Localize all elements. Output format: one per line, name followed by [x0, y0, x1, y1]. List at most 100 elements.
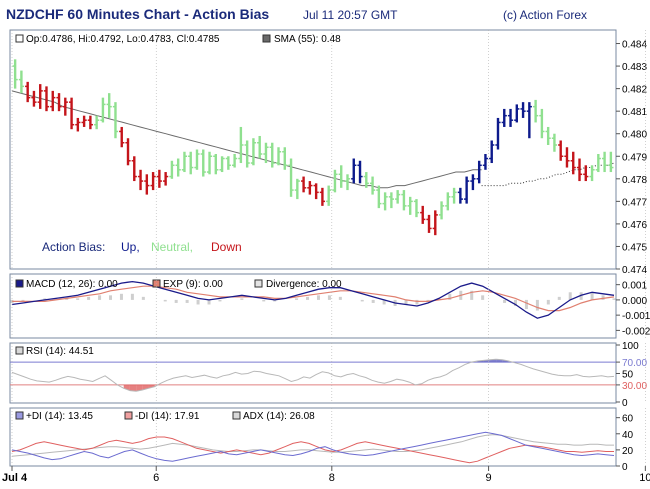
ohlc-bar [269, 142, 275, 168]
sma-legend-swatch [262, 34, 271, 43]
ohlc-bar [457, 187, 463, 204]
macd-line [11, 280, 615, 319]
adx-legend-swatch [232, 411, 241, 420]
price-y-tick-label: 0.484 [622, 40, 647, 51]
action-bias-down: Down [211, 240, 242, 254]
ohlc-bar [43, 86, 50, 112]
price-panel: 0.474 0.475 0.476 0.477 0.478 0.479 0.480 0.481… [9, 29, 647, 276]
ohlc-bar [401, 190, 407, 211]
ohlc-bar [507, 108, 514, 127]
ohlc-bar [175, 158, 181, 177]
ohlc-bar [313, 183, 319, 200]
ohlc-bar [12, 59, 18, 89]
ohlc-bar [407, 196, 413, 215]
ohlc-bar [482, 154, 489, 170]
ohlc-bar [137, 169, 144, 191]
price-y-tick-label: 0.481 [622, 107, 647, 118]
ohlc-bar [50, 90, 56, 112]
ohlc-bar [357, 160, 363, 184]
dmi-y-tick-label: 60 [622, 414, 634, 425]
ohlc-bar [163, 172, 169, 186]
minus-di-legend: -DI (14): 17.91 [135, 411, 200, 422]
rsi-oversold-fill [123, 384, 130, 391]
x-tick-label: 8 [329, 472, 335, 484]
ohlc-bar [56, 93, 62, 112]
ohlc-bar [570, 151, 576, 175]
ohlc-bar [62, 97, 68, 116]
ohlc-bar [238, 126, 244, 164]
price-y-tick-label: 0.480 [622, 130, 647, 141]
ohlc-bar [332, 169, 338, 193]
ohlc-bar [539, 108, 545, 139]
ohlc-bar [388, 192, 394, 209]
price-y-tick-label: 0.476 [622, 220, 647, 231]
ohlc-bar [344, 174, 351, 191]
ohlc-bar [551, 133, 558, 152]
rsi-legend: RSI (14): 44.51 [26, 346, 94, 357]
chart-header: NZDCHF 60 Minutes Chart - Action Bias Ju… [0, 0, 650, 28]
ohlc-bar [150, 172, 156, 191]
chart-title: NZDCHF 60 Minutes Chart - Action Bias [6, 6, 270, 22]
ohlc-bar [37, 84, 43, 109]
price-y-tick-label: 0.477 [622, 197, 647, 208]
adx-legend: ADX (14): 26.08 [243, 411, 315, 422]
ohlc-bar [213, 154, 219, 175]
ohlc-bar [100, 97, 106, 123]
action-bias-neutral: Neutral, [151, 240, 193, 254]
ohlc-bar [451, 187, 457, 204]
ohlc-bar [608, 151, 614, 173]
ohlc-bar [244, 140, 250, 168]
ohlc-bar [131, 156, 137, 182]
action-bias-up: Up, [121, 240, 140, 254]
ohlc-bar [520, 102, 526, 118]
rsi-y-tick-label: 70.00 [622, 358, 647, 369]
exp-legend: EXP (9): 0.00 [163, 279, 223, 290]
macd-y-tick-label: 0.001 [622, 281, 647, 292]
ohlc-bar [351, 158, 357, 184]
ohlc-bar [188, 151, 194, 175]
ohlc-bar [395, 190, 401, 204]
ohlc-bar [300, 176, 307, 193]
rsi-y-tick-label: 0 [622, 398, 628, 409]
ohlc-bar [495, 117, 501, 150]
price-y-tick-label: 0.482 [622, 85, 647, 96]
ohlc-bar [257, 135, 263, 159]
minus-di-legend-swatch [124, 411, 133, 420]
ohlc-bar [31, 90, 37, 107]
macd-y-tick-label: -0.002 [622, 326, 650, 337]
ohlc-bar [275, 147, 282, 166]
dmi-y-tick-label: 0 [622, 462, 628, 473]
rsi-legend-swatch [15, 346, 24, 355]
ohlc-bar [514, 104, 520, 123]
rsi-oversold-fill [136, 384, 143, 392]
dmi-y-tick-label: 40 [622, 430, 634, 441]
ohlc-bar [533, 99, 539, 123]
ohlc-bar [144, 174, 150, 195]
ohlc-bar [426, 214, 432, 233]
ohlc-bar [583, 165, 589, 182]
ohlc-bar [181, 151, 188, 173]
ohlc-bar [250, 138, 257, 166]
ohlc-bar [476, 160, 482, 184]
divergence-legend: Divergence: 0.00 [266, 279, 342, 290]
ohlc-bar [25, 81, 31, 103]
ohlc-bar [369, 176, 376, 195]
ohlc-bar [413, 199, 420, 218]
plus-di-legend: +DI (14): 13.45 [26, 411, 93, 422]
rsi-y-tick-label: 30.00 [622, 381, 647, 392]
ohlc-bar [112, 102, 119, 139]
dmi-y-tick-label: 20 [622, 446, 634, 457]
price-y-tick-label: 0.475 [622, 242, 647, 253]
ohlc-bar [75, 117, 81, 132]
macd-y-tick-label: -0.001 [622, 311, 650, 322]
ohlc-bar [125, 138, 131, 166]
ohlc-bar [225, 156, 231, 170]
timestamp: Jul 11 20:57 GMT [303, 8, 398, 22]
ohlc-bar [232, 154, 238, 168]
ohlc-bar [68, 97, 75, 130]
ohlc-bar [94, 115, 100, 130]
ohlc-bar [169, 160, 175, 179]
macd-panel: 0.001 0.000 -0.001 -0.002 MACD (12, 26): 0.… [9, 273, 650, 339]
ohlc-bar [445, 192, 451, 211]
